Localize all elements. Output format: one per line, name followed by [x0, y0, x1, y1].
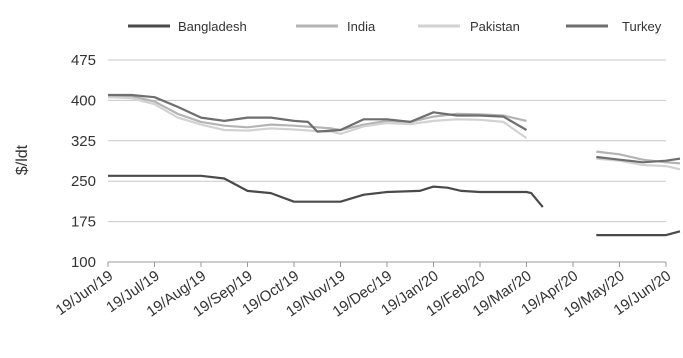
y-tick-label: 325 [71, 133, 96, 150]
series-line-india [596, 150, 681, 165]
legend-label-pakistan: Pakistan [470, 19, 520, 34]
legend-label-turkey: Turkey [622, 19, 662, 34]
legend-label-india: India [347, 19, 376, 34]
series-line-pakistan [596, 157, 681, 171]
series-line-bangladesh [596, 230, 681, 237]
chart-gridlines [108, 59, 666, 263]
y-tick-label: 100 [71, 254, 96, 271]
y-tick-label: 250 [71, 173, 96, 190]
x-axis: 19/Jun/1919/Jul/1919/Aug/1919/Sep/1919/O… [53, 261, 674, 321]
chart-legend: Bangladesh India Pakistan Turkey [128, 19, 662, 34]
y-tick-label: 400 [71, 92, 96, 109]
series-line-bangladesh [108, 174, 544, 208]
legend-label-bangladesh: Bangladesh [178, 19, 247, 34]
y-axis-label: $/ldt [14, 144, 31, 175]
y-tick-label: 175 [71, 214, 96, 231]
x-tick-label: 19/Jun/19 [53, 267, 117, 319]
series-line-turkey [596, 155, 681, 164]
y-tick-label: 475 [71, 52, 96, 69]
chart-series [107, 93, 681, 237]
series-line-turkey [108, 93, 528, 133]
y-axis-ticks: 100 175 250 325 400 475 [71, 52, 96, 271]
